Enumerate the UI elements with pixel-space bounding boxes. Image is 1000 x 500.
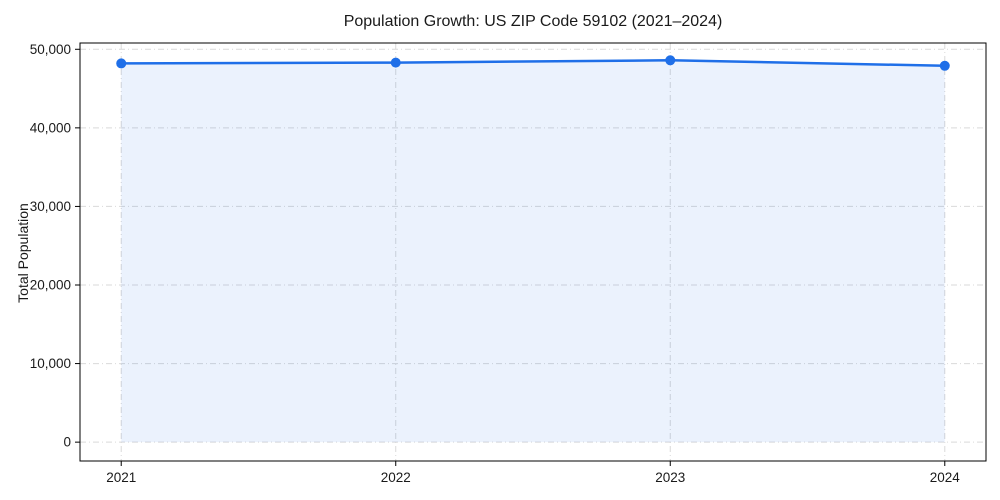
y-tick-label: 30,000	[30, 199, 71, 214]
axis-spine	[79, 42, 987, 462]
y-tick-label: 0	[63, 435, 71, 450]
data-point-marker	[390, 57, 401, 68]
data-point-marker	[939, 60, 950, 71]
y-tick-label: 20,000	[30, 278, 71, 293]
y-tick-label: 40,000	[30, 120, 71, 135]
data-point-marker	[116, 58, 127, 69]
x-tick-label: 2024	[930, 470, 961, 485]
data-line	[119, 59, 947, 68]
y-tick-label: 50,000	[30, 42, 71, 57]
data-point-marker	[665, 55, 676, 66]
chart-title: Population Growth: US ZIP Code 59102 (20…	[343, 13, 723, 30]
area-fill	[121, 60, 945, 443]
x-tick-label: 2021	[106, 470, 136, 485]
x-tick-label: 2023	[655, 470, 685, 485]
x-tick-label: 2022	[381, 470, 411, 485]
y-tick-label: 10,000	[30, 356, 71, 371]
